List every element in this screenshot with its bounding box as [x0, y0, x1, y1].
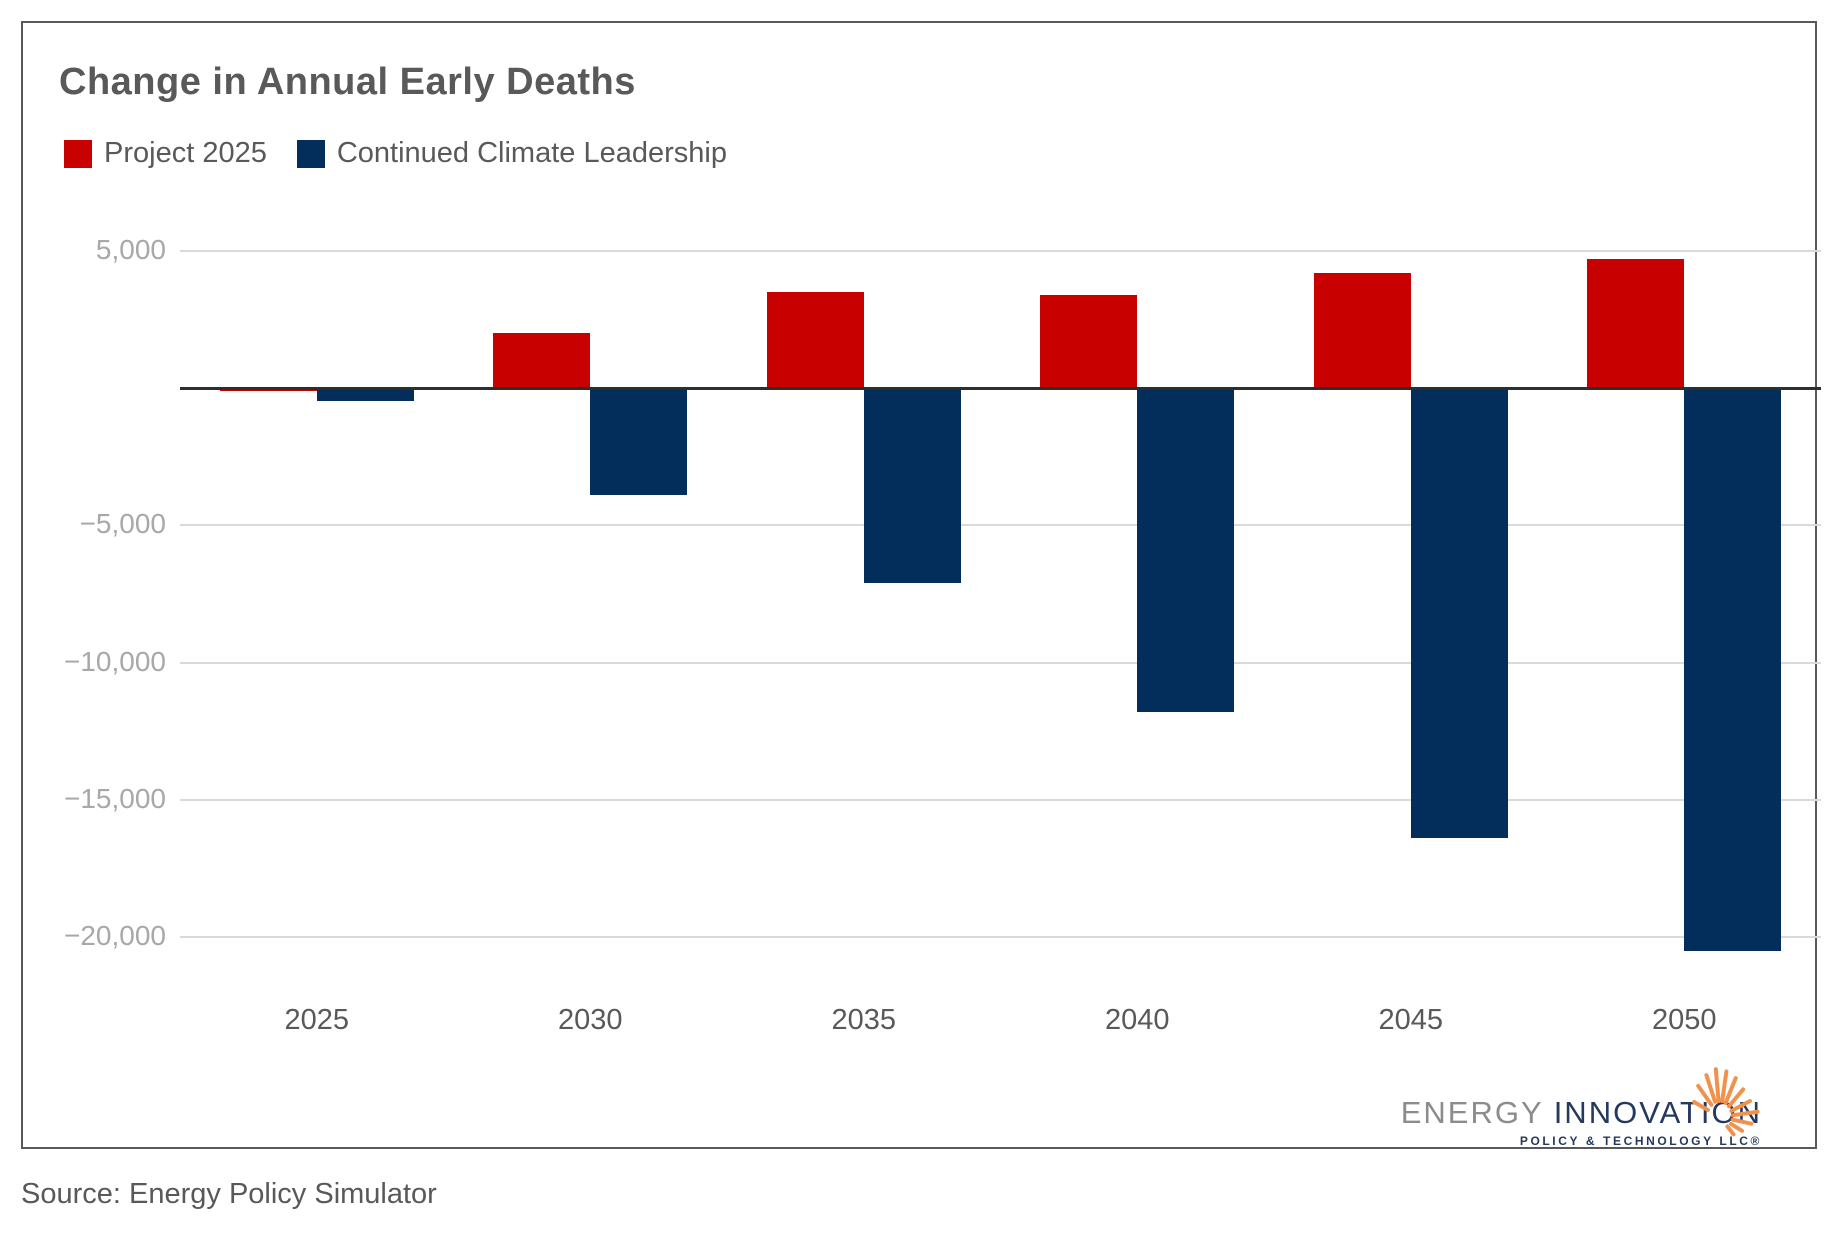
x-tick-label-2030: 2030: [557, 1004, 623, 1036]
y-tick-label--15000: −15,000: [64, 782, 166, 814]
y-tick-label--20000: −20,000: [64, 919, 166, 951]
chart-legend: Project 2025 Continued Climate Leadershi…: [64, 137, 727, 170]
logo-word-energy: ENERGY: [1400, 1095, 1544, 1130]
y-tick-label--10000: −10,000: [64, 645, 166, 677]
x-tick-label-2045: 2045: [1378, 1004, 1443, 1036]
bar-continued-climate-leadership-2035: [863, 388, 961, 583]
x-tick-label-2040: 2040: [1104, 1004, 1170, 1036]
bar-continued-climate-leadership-2030: [590, 388, 688, 496]
zero-axis-line: [180, 386, 1821, 390]
legend-item-project-2025: Project 2025: [64, 137, 267, 170]
plot-area: 5,000 −5,000 −10,000 −15,000 −20,000 2025 2030…: [64, 188, 1821, 1036]
sunburst-icon: [1692, 1067, 1760, 1137]
bar-project-2025-2040: [1040, 294, 1138, 389]
chart-title: Change in Annual Early Deaths: [59, 61, 636, 103]
y-tick-label-5000: 5,000: [95, 234, 166, 266]
gridline--5000: [180, 524, 1821, 527]
bar-continued-climate-leadership-2050: [1684, 388, 1782, 951]
y-tick-label--5000: −5,000: [79, 508, 166, 540]
gridline--20000: [180, 935, 1821, 938]
gridline--10000: [180, 661, 1821, 664]
bar-project-2025-2035: [766, 292, 864, 389]
bar-continued-climate-leadership-2025: [316, 388, 414, 401]
legend-label-project-2025: Project 2025: [104, 137, 267, 169]
bar-continued-climate-leadership-2045: [1410, 388, 1508, 839]
logo-subtitle: POLICY & TECHNOLOGY LLC®: [1519, 1134, 1762, 1148]
energy-innovation-logo: ENERGY INNOVATION POLICY & TECHNOLOGY LL…: [1401, 1067, 1762, 1148]
legend-swatch-continued-climate-leadership: [296, 139, 325, 168]
legend-label-continued-climate-leadership: Continued Climate Leadership: [336, 137, 727, 169]
bar-continued-climate-leadership-2040: [1137, 388, 1235, 712]
legend-swatch-project-2025: [64, 139, 92, 168]
bar-project-2025-2030: [493, 333, 591, 389]
source-note: Source: Energy Policy Simulator: [21, 1178, 437, 1210]
x-tick-label-2025: 2025: [284, 1004, 349, 1036]
gridline--15000: [180, 798, 1821, 801]
legend-item-continued-climate-leadership: Continued Climate Leadership: [296, 137, 727, 170]
x-tick-label-2035: 2035: [831, 1004, 896, 1036]
x-tick-label-2050: 2050: [1651, 1004, 1717, 1036]
logo-wordmark: ENERGY INNOVATION: [1401, 1095, 1762, 1131]
chart-card: Change in Annual Early Deaths Project 20…: [21, 21, 1821, 1149]
bar-project-2025-2045: [1313, 273, 1411, 389]
gridline-5000: [180, 250, 1821, 253]
bar-project-2025-2050: [1587, 259, 1685, 389]
